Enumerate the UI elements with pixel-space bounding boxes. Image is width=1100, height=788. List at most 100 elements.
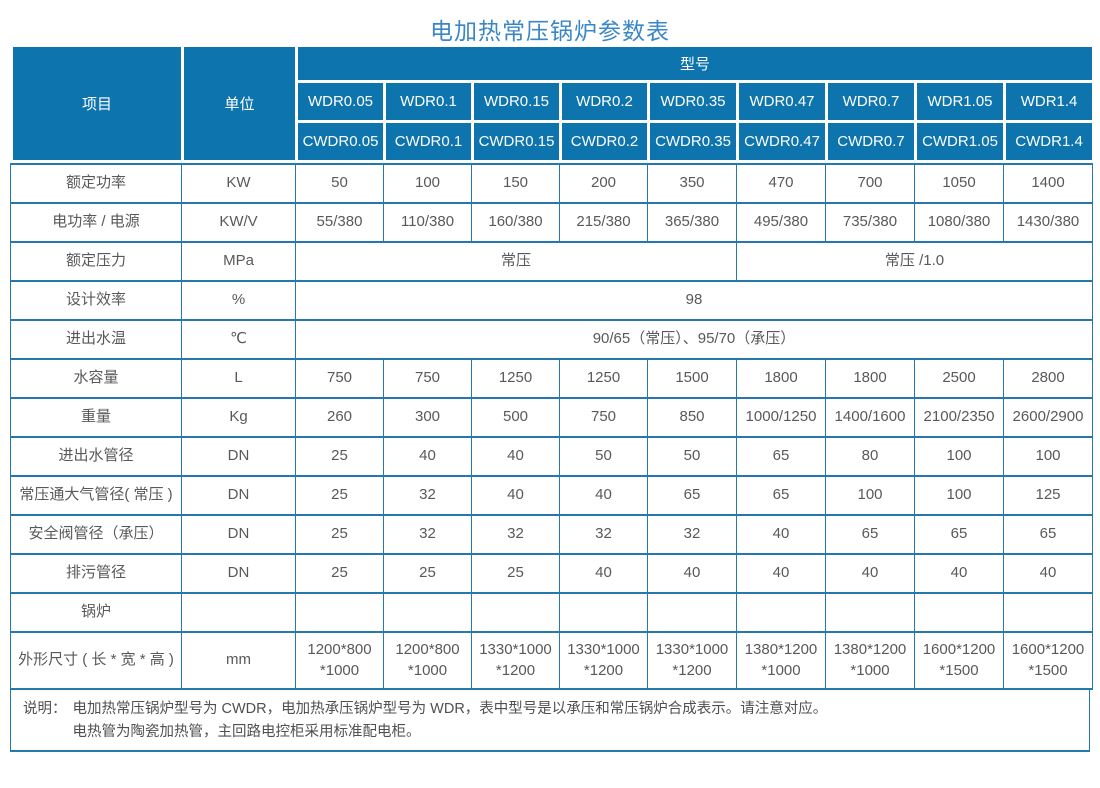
value-cell: [914, 592, 1004, 633]
table-row: 常压通大气管径( 常压 ) DN 25 32 40 40 65 65 100 100 125: [10, 475, 1093, 516]
value-cell: 125: [1003, 475, 1093, 516]
model-header-cell: CWDR0.1: [383, 120, 474, 163]
table-row: 锅炉: [10, 592, 1093, 633]
value-cell: 65: [825, 514, 915, 555]
value-cell: 常压: [295, 241, 737, 282]
model-header-cell: CWDR0.7: [825, 120, 917, 163]
header-wdr-model-row: WDR0.05 WDR0.1 WDR0.15 WDR0.2 WDR0.35 WDR0.47…: [12, 80, 1096, 123]
value-cell: 25: [295, 553, 384, 594]
note-line: 电热管为陶瓷加热管，主回路电控柜采用标准配电柜。: [72, 724, 421, 741]
row-label: 额定功率: [10, 163, 182, 204]
table-row: 水容量 L 750 750 1250 1250 1500 1800 1800 2500 2800: [10, 358, 1093, 399]
row-label: 排污管径: [10, 553, 182, 594]
model-header-cell: CWDR0.05: [295, 120, 386, 163]
value-cell: [559, 592, 648, 633]
value-cell: 350: [647, 163, 737, 204]
model-header-cell: CWDR0.47: [736, 120, 828, 163]
value-cell: [383, 592, 472, 633]
spec-table-body: 额定功率 KW 50 100 150 200 350 470 700 1050 1400 电功率 / …: [10, 163, 1093, 690]
table-row: 额定压力 MPa 常压 常压 /1.0: [10, 241, 1093, 282]
value-cell: 750: [383, 358, 472, 399]
unit-cell: KW: [181, 163, 296, 204]
value-cell: 65: [647, 475, 737, 516]
value-cell: 1000/1250: [736, 397, 826, 438]
model-header-cell: WDR0.47: [736, 80, 828, 123]
value-cell: 32: [471, 514, 560, 555]
value-cell: 1600*1200 *1500: [1003, 631, 1093, 690]
value-cell: 100: [914, 475, 1004, 516]
unit-cell: ℃: [181, 319, 296, 360]
note-line: 电加热常压锅炉型号为 CWDR，电加热承压锅炉型号为 WDR，表中型号是以承压和…: [72, 701, 828, 717]
value-cell: 1080/380: [914, 202, 1004, 243]
table-row: 安全阀管径（承压） DN 25 32 32 32 32 40 65 65 65: [10, 514, 1093, 555]
value-cell: 2500: [914, 358, 1004, 399]
value-cell: 32: [559, 514, 648, 555]
value-cell: 90/65（常压）、95/70（承压）: [295, 319, 1093, 360]
model-header-cell: WDR0.05: [295, 80, 386, 123]
model-header-cell: CWDR1.4: [1002, 120, 1096, 163]
value-cell: 750: [559, 397, 648, 438]
value-cell: 55/380: [295, 202, 384, 243]
value-cell: 735/380: [825, 202, 915, 243]
table-row: 进出水温 ℃ 90/65（常压）、95/70（承压）: [10, 319, 1093, 360]
value-cell: 40: [559, 553, 648, 594]
value-cell: 25: [295, 475, 384, 516]
value-cell: 750: [295, 358, 384, 399]
value-cell: 1330*1000 *1200: [559, 631, 648, 690]
value-cell: 80: [825, 436, 915, 477]
value-cell: 40: [471, 436, 560, 477]
value-cell: 260: [295, 397, 384, 438]
value-cell: 25: [383, 553, 472, 594]
model-header-cell: WDR0.35: [647, 80, 739, 123]
value-cell: 215/380: [559, 202, 648, 243]
value-cell: 1330*1000 *1200: [471, 631, 560, 690]
model-header-cell: WDR0.15: [471, 80, 562, 123]
model-header-cell: WDR1.4: [1002, 80, 1096, 123]
value-cell: 2600/2900: [1003, 397, 1093, 438]
value-cell: 365/380: [647, 202, 737, 243]
value-cell: 100: [1003, 436, 1093, 477]
value-cell: 32: [383, 475, 472, 516]
value-cell: 1500: [647, 358, 737, 399]
value-cell: 25: [471, 553, 560, 594]
row-label: 外形尺寸 ( 长 * 宽 * 高 ): [10, 631, 182, 690]
value-cell: 1380*1200 *1000: [825, 631, 915, 690]
value-cell: 40: [825, 553, 915, 594]
value-cell: 50: [647, 436, 737, 477]
value-cell: 1600*1200 *1500: [914, 631, 1004, 690]
value-cell: 1400/1600: [825, 397, 915, 438]
value-cell: 495/380: [736, 202, 826, 243]
value-cell: 40: [736, 553, 826, 594]
model-header-cell: WDR1.05: [914, 80, 1006, 123]
value-cell: 40: [914, 553, 1004, 594]
unit-cell: KW/V: [181, 202, 296, 243]
unit-cell: [181, 592, 296, 633]
value-cell: 1250: [559, 358, 648, 399]
column-header-item: 项目: [10, 44, 184, 163]
value-cell: 1250: [471, 358, 560, 399]
value-cell: 100: [825, 475, 915, 516]
unit-cell: DN: [181, 514, 296, 555]
unit-cell: Kg: [181, 397, 296, 438]
value-cell: 32: [647, 514, 737, 555]
value-cell: 50: [559, 436, 648, 477]
value-cell: 470: [736, 163, 826, 204]
value-cell: 200: [559, 163, 648, 204]
value-cell: 40: [647, 553, 737, 594]
unit-cell: DN: [181, 553, 296, 594]
value-cell: 500: [471, 397, 560, 438]
row-label: 设计效率: [10, 280, 182, 321]
column-header-model-group: 型号: [294, 44, 1096, 83]
note: 说明： 电加热常压锅炉型号为 CWDR，电加热承压锅炉型号为 WDR，表中型号是…: [10, 690, 1090, 753]
model-header-cell: WDR0.1: [383, 80, 474, 123]
value-cell: 40: [559, 475, 648, 516]
table-row: 设计效率% 98: [10, 280, 1093, 321]
value-cell: 100: [914, 436, 1004, 477]
model-header-cell: CWDR0.15: [471, 120, 562, 163]
value-cell: 40: [736, 514, 826, 555]
model-header-cell: WDR0.2: [559, 80, 650, 123]
value-cell: 65: [1003, 514, 1093, 555]
value-cell: 1800: [825, 358, 915, 399]
unit-cell: DN: [181, 436, 296, 477]
value-cell: 2800: [1003, 358, 1093, 399]
